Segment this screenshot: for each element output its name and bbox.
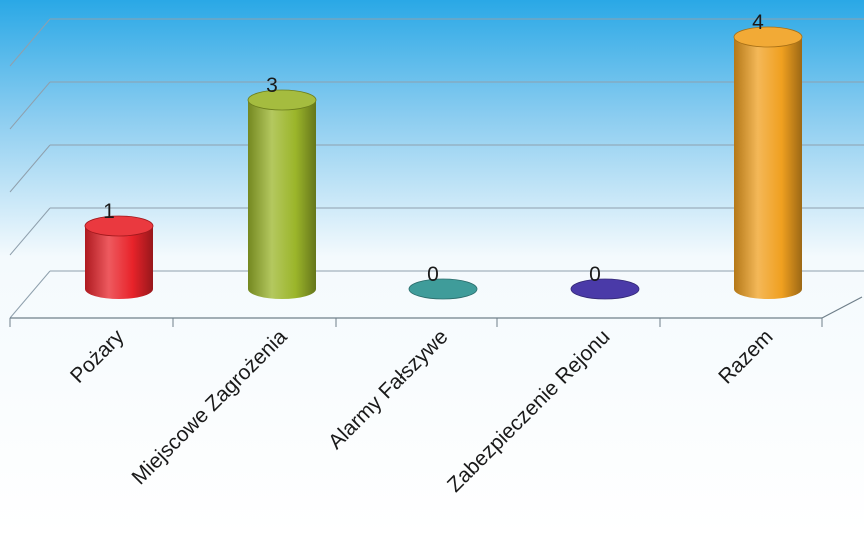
side-wall-gridline — [9, 18, 51, 67]
x-axis — [9, 296, 863, 327]
side-wall-gridline — [9, 270, 51, 319]
gridlines — [9, 18, 864, 319]
value-label: 4 — [752, 11, 764, 34]
side-wall-gridline — [9, 144, 51, 193]
bar-top — [84, 215, 154, 237]
value-label: 0 — [589, 263, 601, 286]
bar-4 — [733, 26, 803, 299]
bar-3 — [570, 278, 640, 300]
bar-top — [247, 89, 317, 111]
bar-top — [570, 278, 640, 300]
bar-body — [85, 226, 153, 299]
side-wall-gridline — [9, 207, 51, 256]
bar-top — [408, 278, 478, 300]
bar-2 — [408, 278, 478, 300]
value-label: 1 — [103, 200, 115, 223]
bars — [84, 26, 803, 300]
side-wall-gridline — [9, 81, 51, 130]
value-labels: 1 3 0 0 4 — [103, 11, 764, 286]
value-label: 3 — [266, 74, 278, 97]
bar-top — [733, 26, 803, 48]
value-label: 0 — [427, 263, 439, 286]
bar-body — [734, 37, 802, 299]
bar-1 — [247, 89, 317, 299]
floor-right-edge — [821, 296, 863, 319]
bar-body — [248, 100, 316, 299]
bar-0 — [84, 215, 154, 299]
